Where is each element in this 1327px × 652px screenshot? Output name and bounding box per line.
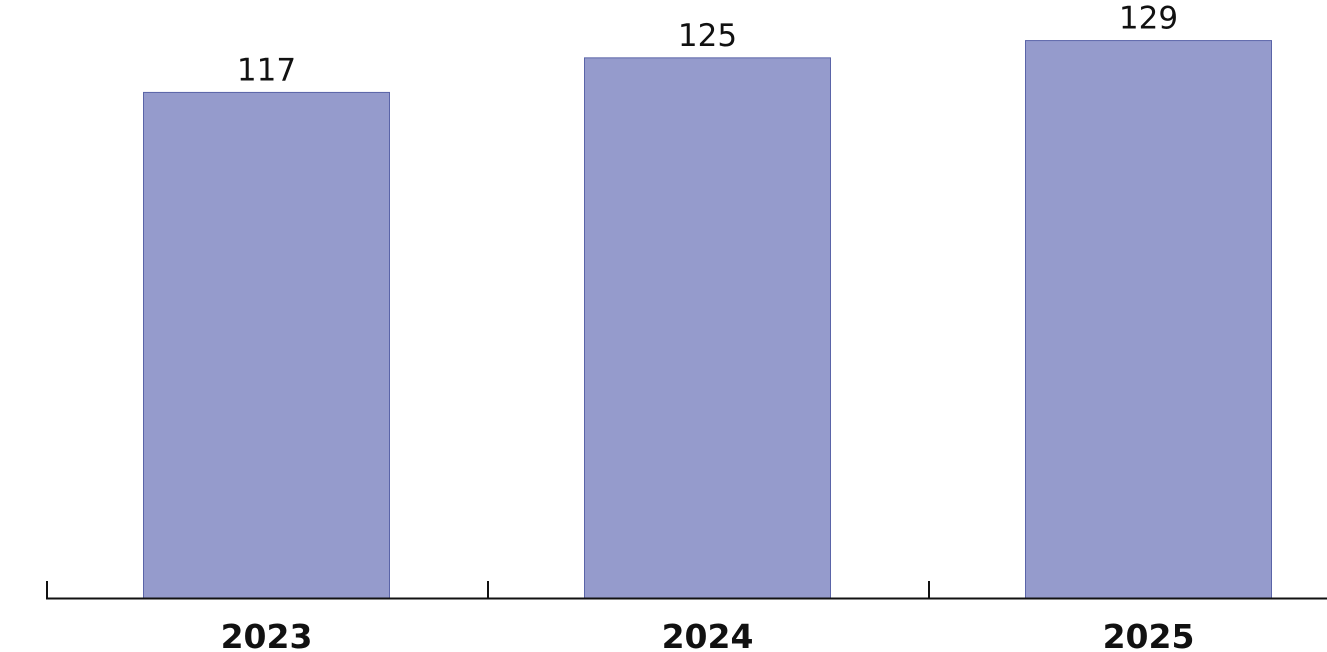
value-label-2023: 117 (237, 52, 296, 88)
bars-layer (143, 40, 1272, 599)
labels-layer: 117 2023 125 2024 129 2025 (221, 1, 1195, 652)
tick-label-2025: 2025 (1103, 617, 1195, 652)
bar-2023 (143, 91, 390, 599)
tick-label-2023: 2023 (221, 617, 313, 652)
value-label-2025: 129 (1119, 1, 1178, 37)
tick-label-2024: 2024 (662, 617, 754, 652)
bar-2024 (584, 57, 831, 599)
bar-2025 (1025, 40, 1272, 599)
x-axis (46, 581, 1327, 600)
value-label-2024: 125 (678, 18, 737, 54)
